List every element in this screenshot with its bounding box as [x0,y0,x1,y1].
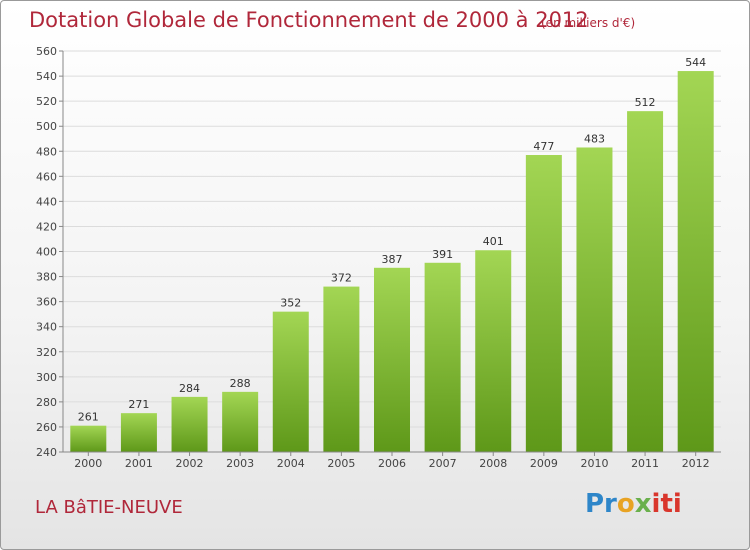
data-label-2007: 391 [432,248,453,261]
x-tick-label-2000: 2000 [74,457,102,470]
y-tick-label: 300 [36,371,57,384]
bar-2005 [323,286,360,452]
x-tick-label-2006: 2006 [378,457,406,470]
chart-title: Dotation Globale de Fonctionnement de 20… [29,8,589,32]
data-label-2001: 271 [128,398,149,411]
y-tick-label: 260 [36,421,57,434]
y-tick-label: 480 [36,145,57,158]
data-label-2004: 352 [280,297,301,310]
unit-note: (en milliers d'€) [541,16,636,30]
x-tick-label-2004: 2004 [277,457,305,470]
x-tick-label-2012: 2012 [682,457,710,470]
y-tick-label: 320 [36,346,57,359]
bar-2007 [424,262,461,452]
y-tick-label: 380 [36,271,57,284]
bars: 261 271 284 288 352 372 387 391 401 477 483 512 544 [70,56,714,453]
axes: 240 260 280 300 320 340 360 380 400 420 440 460 480 5… [36,45,721,470]
y-tick-label: 440 [36,195,57,208]
y-tick-label: 240 [36,446,57,459]
y-tick-label: 360 [36,296,57,309]
y-tick-label: 540 [36,70,57,83]
x-tick-label-2001: 2001 [125,457,153,470]
bar-2000 [70,425,107,452]
data-label-2002: 284 [179,382,200,395]
bar-2009 [525,155,562,452]
y-tick-label: 500 [36,120,57,133]
data-label-2008: 401 [483,235,504,248]
data-label-2012: 544 [685,56,706,69]
x-tick-label-2002: 2002 [176,457,204,470]
y-tick-label: 560 [36,45,57,58]
data-label-2009: 477 [533,140,554,153]
y-tick-label: 420 [36,220,57,233]
data-label-2000: 261 [78,411,99,424]
bar-2012 [677,71,714,453]
y-tick-label: 400 [36,246,57,259]
bar-2001 [120,413,157,452]
data-label-2003: 288 [230,377,251,390]
y-tick-label: 280 [36,396,57,409]
bar-2008 [475,250,512,452]
commune-name: LA BâTIE-NEUVE [35,497,183,518]
data-label-2010: 483 [584,132,605,145]
x-tick-label-2003: 2003 [226,457,254,470]
x-tick-label-2007: 2007 [429,457,457,470]
x-tick-label-2010: 2010 [580,457,608,470]
proxiti-logo[interactable]: Proxiti [585,489,682,519]
data-label-2005: 372 [331,272,352,285]
data-label-2011: 512 [635,96,656,109]
x-tick-label-2011: 2011 [631,457,659,470]
y-tick-label: 520 [36,95,57,108]
bar-2003 [222,391,259,452]
data-label-2006: 387 [382,253,403,266]
bar-2004 [272,311,309,452]
x-tick-label-2009: 2009 [530,457,558,470]
x-tick-label-2005: 2005 [327,457,355,470]
bar-2010 [576,147,613,452]
bar-2011 [627,111,664,453]
x-tick-label-2008: 2008 [479,457,507,470]
bar-2002 [171,396,208,452]
y-tick-label: 340 [36,321,57,334]
y-tick-label: 460 [36,170,57,183]
bar-2006 [374,267,410,452]
